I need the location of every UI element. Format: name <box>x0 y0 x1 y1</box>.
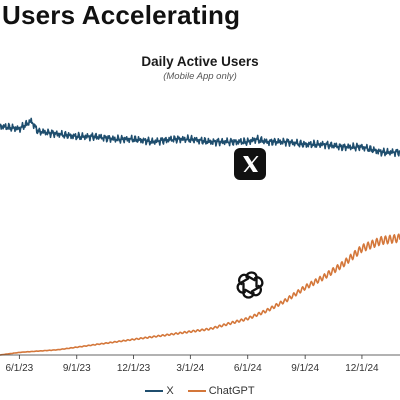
openai-logo-petal <box>238 273 256 286</box>
x-tick-label: 3/1/24 <box>176 363 204 374</box>
x-tick-label: 12/1/24 <box>345 363 379 374</box>
legend-label-chatgpt: ChatGPT <box>208 385 255 397</box>
x-tick-label: 6/1/24 <box>234 363 262 374</box>
legend-label-x: X <box>166 385 174 397</box>
legend-swatch-x <box>145 389 164 393</box>
x-tick-label: 12/1/23 <box>117 363 151 374</box>
legend: X ChatGPT <box>0 385 400 397</box>
x-axis-ticks: 6/1/23 9/1/23 12/1/23 3/1/24 6/1/24 9/1/24 12/… <box>5 355 379 374</box>
x-tick-label: 9/1/23 <box>63 363 91 374</box>
x-tick-label: 6/1/23 <box>5 363 33 374</box>
x-logo-icon <box>234 148 266 180</box>
x-tick-label: 9/1/24 <box>291 363 319 374</box>
headline: Users Accelerating <box>2 0 241 30</box>
legend-item-chatgpt: ChatGPT <box>187 385 255 397</box>
chart-title: Daily Active Users <box>141 54 259 69</box>
series-line-x <box>0 117 400 158</box>
openai-logo-icon <box>236 271 264 299</box>
legend-swatch-chatgpt <box>187 389 206 393</box>
chart-subtitle: (Mobile App only) <box>163 71 237 82</box>
legend-item-x: X <box>145 385 174 397</box>
series-line-chatgpt <box>0 233 400 356</box>
series-layer <box>0 117 400 356</box>
